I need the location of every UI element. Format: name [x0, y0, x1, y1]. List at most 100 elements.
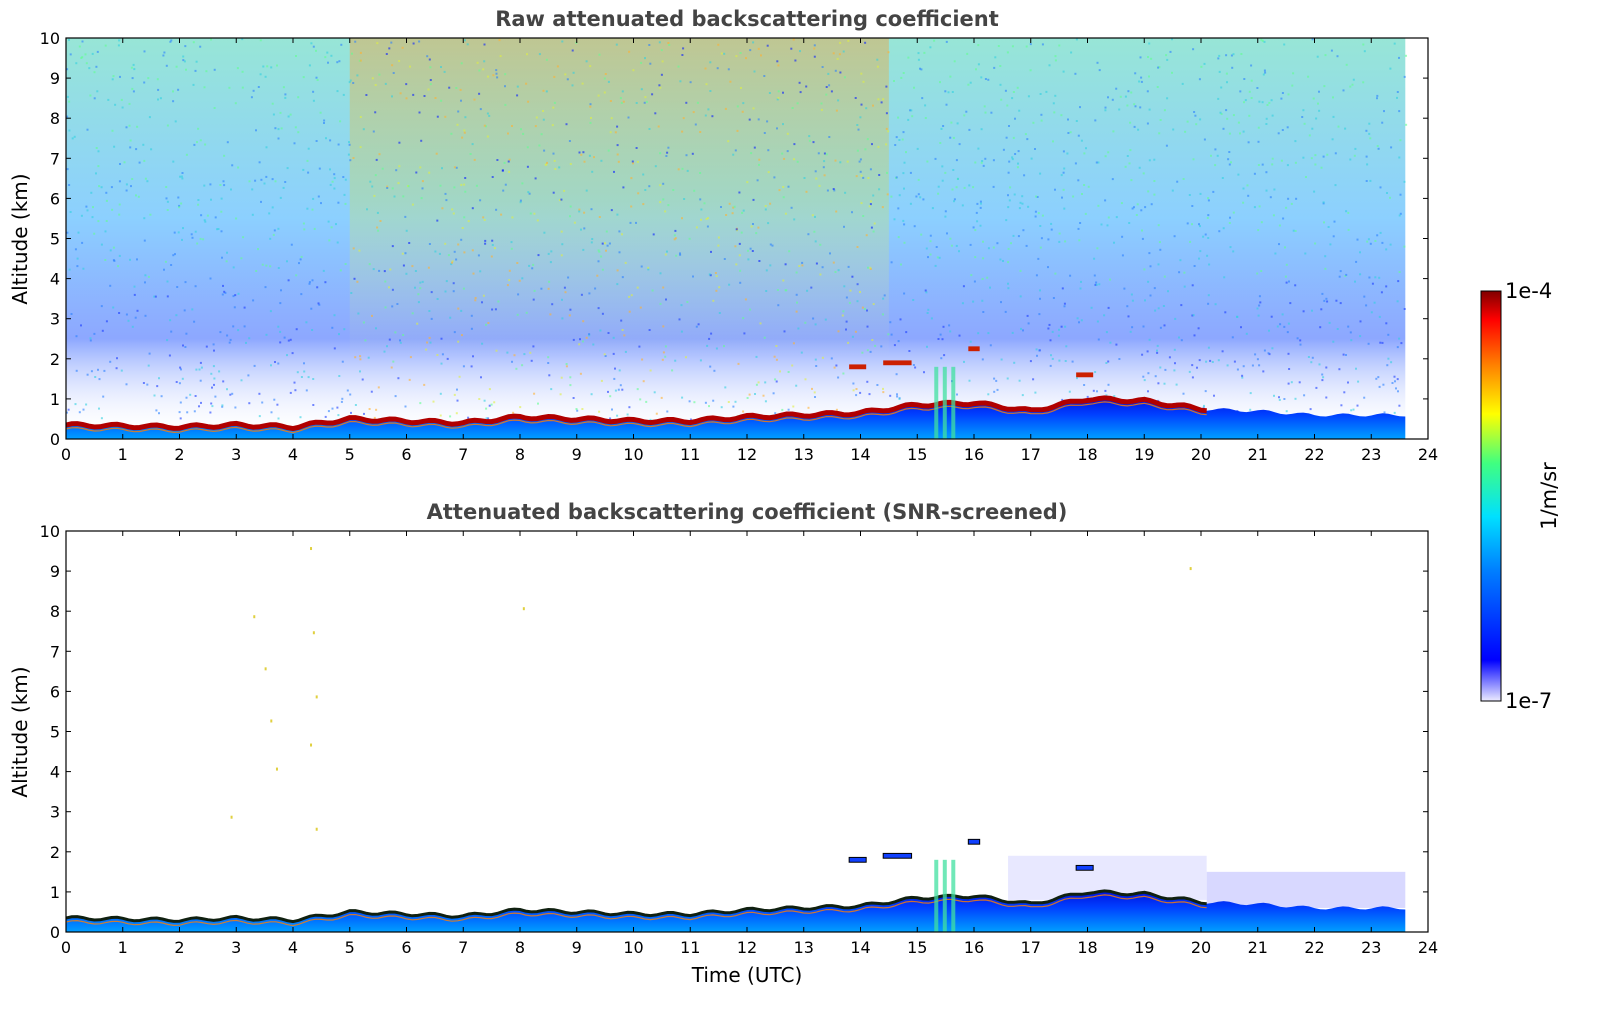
- x-tick-label: 17: [1021, 445, 1041, 464]
- elevated-aerosol-layer: [1076, 372, 1094, 378]
- x-tick-label: 19: [1134, 445, 1154, 464]
- y-tick-label: 10: [40, 522, 60, 541]
- y-tick-label: 7: [50, 642, 60, 661]
- x-tick-label: 12: [737, 445, 757, 464]
- x-tick-label: 21: [1248, 938, 1268, 957]
- x-tick-label: 17: [1021, 938, 1041, 957]
- snr-heatmap-layer: [66, 547, 1406, 932]
- sparse-signal-point: [275, 767, 278, 771]
- y-tick-label: 7: [50, 149, 60, 168]
- raw-y-ticks: 0 1 2 3 4 5 6 7 8 9 10: [40, 29, 1428, 449]
- time-x-axis-label: Time (UTC): [691, 963, 803, 987]
- y-tick-label: 6: [50, 189, 60, 208]
- raw-x-ticks: 0 1 2 3 4 5 6 7 8 9 10 11 12 13 14 15 16 17 18 19 20 21 22 23 24: [61, 38, 1438, 464]
- y-tick-label: 0: [50, 430, 60, 449]
- sparse-signal-point: [230, 815, 233, 819]
- convective-plume: [951, 366, 956, 439]
- y-tick-label: 3: [50, 310, 60, 329]
- x-tick-label: 16: [964, 445, 984, 464]
- y-tick-label: 3: [50, 803, 60, 822]
- raw-y-axis-label: Altitude (km): [8, 173, 32, 304]
- x-tick-label: 10: [623, 938, 643, 957]
- x-tick-label: 2: [174, 938, 184, 957]
- elevated-aerosol-layer: [968, 346, 980, 352]
- x-tick-label: 5: [345, 938, 355, 957]
- x-tick-label: 23: [1361, 445, 1381, 464]
- boundary-layer-fill: [66, 890, 1406, 932]
- x-tick-label: 6: [401, 938, 411, 957]
- y-tick-label: 8: [50, 109, 60, 128]
- x-tick-label: 9: [572, 938, 582, 957]
- daytime-noise-field: [349, 38, 889, 359]
- y-tick-label: 8: [50, 602, 60, 621]
- faint-residual-layer: [1206, 871, 1406, 908]
- raw-heatmap-layer: [66, 38, 1408, 439]
- raw-panel-title: Raw attenuated backscattering coefficien…: [495, 7, 999, 31]
- x-tick-label: 7: [458, 938, 468, 957]
- x-tick-label: 14: [850, 938, 870, 957]
- y-tick-label: 2: [50, 843, 60, 862]
- raw-backscatter-panel: Raw attenuated backscattering coefficien…: [8, 7, 1438, 464]
- x-tick-label: 9: [572, 445, 582, 464]
- x-tick-label: 3: [231, 938, 241, 957]
- x-tick-label: 22: [1304, 445, 1324, 464]
- x-tick-label: 14: [850, 445, 870, 464]
- x-tick-label: 7: [458, 445, 468, 464]
- y-tick-label: 5: [50, 230, 60, 249]
- sparse-signal-point: [312, 631, 315, 635]
- x-tick-label: 15: [907, 445, 927, 464]
- convective-plume: [934, 859, 939, 932]
- y-tick-label: 4: [50, 270, 60, 289]
- y-tick-label: 9: [50, 69, 60, 88]
- y-tick-label: 6: [50, 682, 60, 701]
- x-tick-label: 3: [231, 445, 241, 464]
- x-tick-label: 6: [401, 445, 411, 464]
- y-tick-label: 4: [50, 763, 60, 782]
- elevated-aerosol-layer: [849, 364, 867, 370]
- sparse-signal-point: [264, 667, 267, 671]
- y-tick-label: 2: [50, 350, 60, 369]
- convective-plume: [942, 859, 947, 932]
- convective-plume: [942, 366, 947, 439]
- y-tick-label: 1: [50, 390, 60, 409]
- sparse-signal-point: [270, 719, 273, 723]
- sparse-signal-point: [310, 547, 313, 551]
- x-tick-label: 24: [1418, 938, 1438, 957]
- elevated-aerosol-layer: [967, 838, 981, 845]
- x-tick-label: 0: [61, 445, 71, 464]
- boundary-layer-fill: [66, 397, 1406, 439]
- x-tick-label: 21: [1248, 445, 1268, 464]
- x-tick-label: 24: [1418, 445, 1438, 464]
- x-tick-label: 15: [907, 938, 927, 957]
- x-tick-label: 4: [288, 445, 298, 464]
- x-tick-label: 18: [1077, 938, 1097, 957]
- x-tick-label: 2: [174, 445, 184, 464]
- y-tick-label: 0: [50, 923, 60, 942]
- x-tick-label: 11: [680, 938, 700, 957]
- y-tick-label: 9: [50, 562, 60, 581]
- snr-y-ticks: 0 1 2 3 4 5 6 7 8 9 10: [40, 522, 1428, 942]
- x-tick-label: 12: [737, 938, 757, 957]
- colorbar: 1e-4 1e-7 1/m/sr: [1480, 279, 1561, 713]
- elevated-aerosol-layer: [883, 360, 912, 366]
- snr-panel-title: Attenuated backscattering coefficient (S…: [427, 500, 1068, 524]
- sparse-signal-point: [522, 607, 525, 611]
- colorbar-min-label: 1e-7: [1505, 689, 1552, 713]
- sparse-signal-point: [1189, 567, 1192, 571]
- x-tick-label: 20: [1191, 445, 1211, 464]
- snr-x-ticks: 0 1 2 3 4 5 6 7 8 9 10 11 12 13 14 15 16 17 18 19 20 21 22 23 24: [61, 531, 1438, 957]
- x-tick-label: 1: [118, 938, 128, 957]
- elevated-aerosol-layer: [1075, 864, 1094, 871]
- colorbar-gradient: [1480, 290, 1502, 702]
- x-tick-label: 19: [1134, 938, 1154, 957]
- boundary-layer-top-line: [66, 889, 1207, 924]
- x-tick-label: 20: [1191, 938, 1211, 957]
- sparse-signal-point: [315, 827, 318, 831]
- convective-plume: [934, 366, 939, 439]
- x-tick-label: 22: [1304, 938, 1324, 957]
- x-tick-label: 13: [794, 445, 814, 464]
- y-tick-label: 1: [50, 883, 60, 902]
- snr-screened-panel: Attenuated backscattering coefficient (S…: [8, 500, 1438, 987]
- x-tick-label: 23: [1361, 938, 1381, 957]
